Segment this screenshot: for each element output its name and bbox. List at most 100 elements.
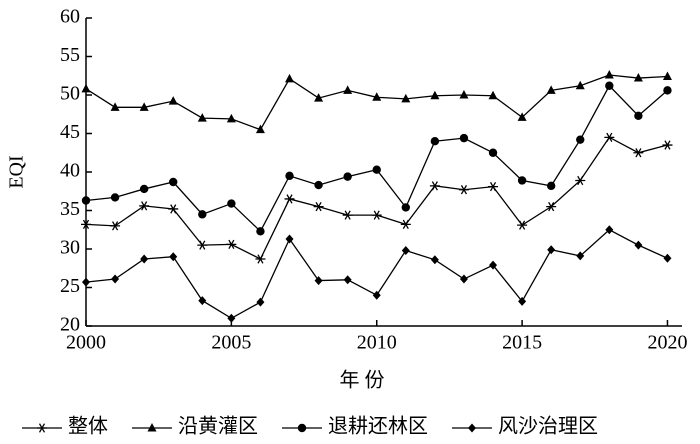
marker [546, 201, 557, 212]
marker [430, 137, 440, 146]
marker [459, 90, 469, 99]
y-axis-label: EQI [6, 155, 28, 188]
marker-shape [546, 201, 557, 212]
marker [111, 274, 120, 284]
marker-shape [342, 210, 353, 220]
marker [343, 172, 352, 181]
marker [342, 210, 353, 220]
marker [140, 254, 149, 264]
marker [575, 175, 586, 186]
marker [430, 255, 439, 265]
marker-shape [429, 181, 440, 191]
marker [147, 423, 157, 432]
marker [401, 246, 410, 256]
marker-shape [663, 86, 672, 95]
marker [633, 73, 643, 82]
marker [459, 133, 469, 143]
marker [517, 220, 528, 230]
marker [226, 239, 237, 250]
marker-shape [169, 177, 178, 187]
marker-shape [140, 254, 149, 264]
marker-shape [147, 423, 157, 432]
marker-shape [81, 83, 91, 93]
marker-shape [226, 239, 237, 250]
marker-shape [576, 135, 585, 144]
marker-shape [81, 196, 91, 205]
marker-shape [401, 93, 411, 103]
marker-shape [313, 201, 324, 212]
marker-shape [459, 274, 468, 284]
marker-shape [634, 111, 643, 120]
marker [401, 93, 411, 103]
x-tick-label: 2015 [502, 332, 542, 354]
marker-shape [633, 148, 644, 158]
marker [401, 203, 411, 212]
marker [82, 277, 90, 287]
marker-shape [604, 69, 614, 79]
x-axis-label: 年 份 [340, 369, 385, 392]
marker-shape [285, 234, 294, 244]
marker-shape [401, 203, 411, 212]
marker-shape [139, 102, 149, 111]
marker [285, 73, 295, 83]
marker [633, 148, 644, 158]
y-tick-label: 45 [60, 121, 80, 143]
marker [255, 254, 266, 264]
marker [662, 140, 673, 150]
marker-shape [372, 92, 382, 101]
marker [314, 276, 323, 286]
marker-shape [459, 90, 469, 99]
y-tick-label: 20 [60, 314, 80, 336]
marker-shape [430, 255, 439, 265]
marker-shape [197, 113, 207, 122]
series-line [85, 228, 668, 320]
marker-shape [82, 277, 90, 287]
marker-shape [430, 137, 440, 146]
marker-shape [662, 71, 672, 81]
marker-shape [226, 113, 236, 123]
marker-shape [285, 171, 294, 181]
marker [227, 199, 236, 208]
marker [198, 296, 207, 306]
marker [663, 86, 672, 95]
marker [468, 423, 476, 433]
marker [547, 245, 556, 255]
marker-shape [343, 275, 352, 285]
y-tick-label: 30 [60, 237, 80, 259]
legend-label: 沿黄灌区 [178, 415, 258, 438]
marker-shape [314, 276, 323, 286]
marker-shape [343, 85, 353, 94]
marker [285, 234, 294, 244]
marker-shape [256, 297, 265, 307]
marker [488, 148, 498, 157]
marker [488, 90, 498, 100]
marker-shape [458, 185, 469, 195]
marker-shape [546, 85, 556, 94]
marker-shape [256, 227, 265, 236]
series-line [85, 136, 668, 260]
marker [255, 124, 265, 134]
marker [372, 92, 382, 101]
marker [110, 102, 120, 111]
marker [546, 181, 556, 191]
marker [139, 184, 149, 194]
marker-shape [297, 423, 307, 433]
x-tick-label: 2020 [647, 332, 687, 354]
marker-shape [139, 184, 149, 194]
legend-label: 整体 [68, 415, 108, 438]
marker-shape [168, 96, 178, 105]
marker [343, 85, 353, 94]
marker-shape [198, 210, 207, 219]
marker [489, 260, 498, 270]
marker-shape [488, 181, 499, 192]
marker [81, 83, 91, 93]
marker [634, 111, 643, 120]
marker [517, 176, 527, 185]
marker [663, 253, 672, 263]
marker [458, 185, 469, 195]
marker [168, 96, 178, 105]
marker [227, 313, 236, 323]
x-tick-label: 2010 [357, 332, 397, 354]
marker [139, 102, 149, 111]
marker [576, 251, 585, 261]
